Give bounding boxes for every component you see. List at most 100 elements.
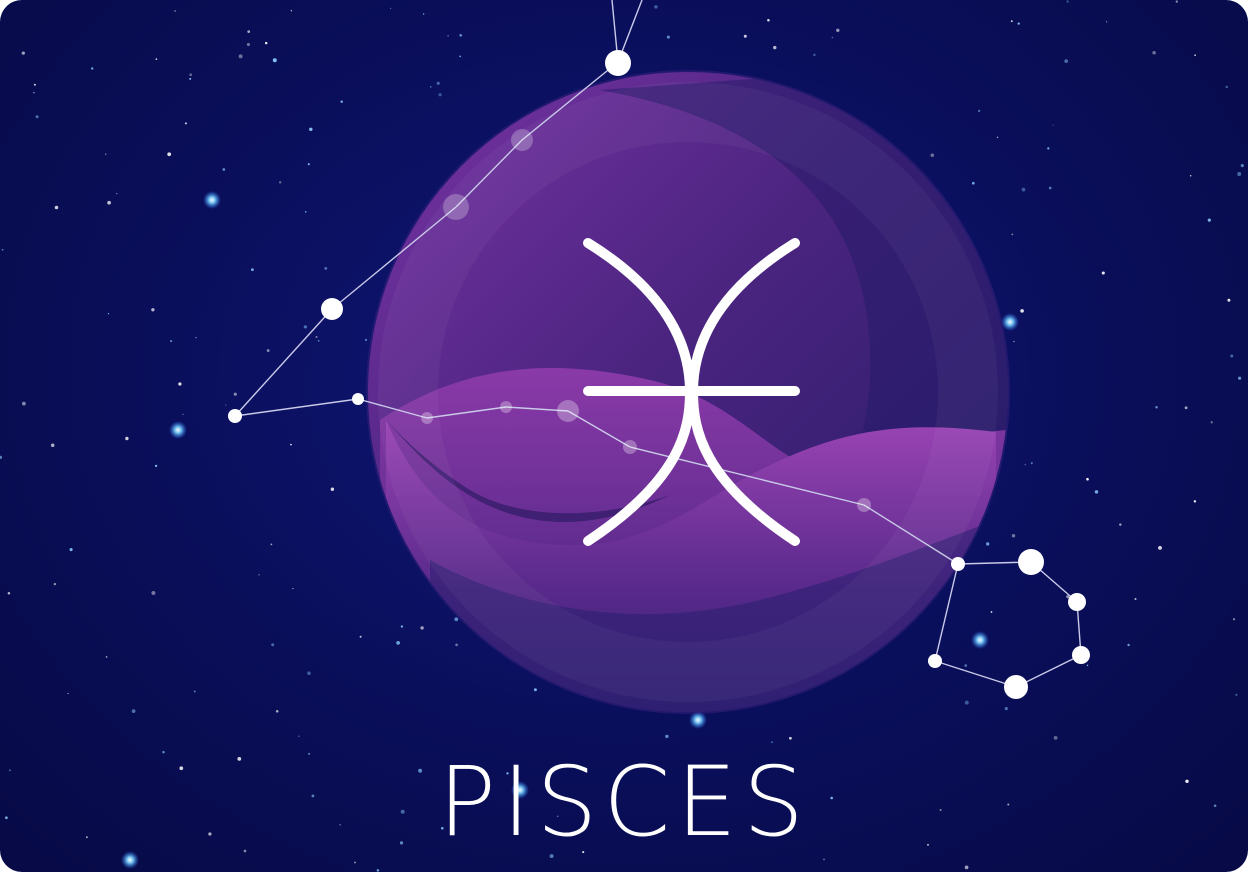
constellation-star [1072, 646, 1090, 664]
background-star [21, 51, 25, 55]
background-star [67, 692, 69, 695]
background-star [303, 325, 308, 329]
background-star [184, 122, 187, 125]
glowing-star [169, 421, 187, 439]
background-star [927, 843, 929, 846]
background-star [1101, 271, 1105, 275]
background-star [1, 248, 4, 251]
background-star [400, 625, 404, 628]
background-star [767, 18, 770, 22]
background-star [275, 710, 279, 713]
background-star [340, 100, 343, 103]
background-star [9, 769, 11, 772]
background-star [247, 30, 251, 33]
background-star [364, 338, 368, 342]
background-star [1240, 164, 1244, 168]
background-star [290, 443, 292, 446]
background-star [1210, 421, 1213, 424]
background-star [104, 153, 107, 155]
background-star [179, 766, 184, 771]
background-star [125, 436, 129, 441]
background-star [189, 73, 193, 77]
glowing-star [121, 851, 139, 869]
background-star [422, 13, 425, 15]
background-star [990, 611, 993, 613]
background-star [272, 58, 277, 63]
background-star [167, 152, 172, 157]
constellation-star [1004, 675, 1028, 699]
background-star [930, 153, 935, 158]
background-star [0, 455, 3, 460]
background-star [309, 127, 313, 132]
background-star [151, 591, 156, 595]
background-star [376, 869, 380, 872]
background-star [278, 181, 282, 184]
background-star [170, 340, 173, 343]
constellation [234, 0, 1082, 688]
background-star [582, 851, 585, 854]
constellation-star [1068, 593, 1086, 611]
background-star [69, 548, 73, 552]
background-star [208, 832, 212, 836]
background-star [1207, 218, 1211, 222]
background-star [1127, 643, 1130, 647]
background-star [1185, 779, 1189, 784]
background-star [1030, 462, 1033, 465]
background-star [189, 77, 192, 80]
background-star [440, 826, 444, 830]
background-star [298, 735, 300, 737]
background-star [307, 163, 310, 166]
background-star [400, 809, 405, 814]
background-star [308, 752, 311, 755]
glowing-star [689, 711, 707, 729]
background-star [1119, 523, 1122, 526]
background-star [266, 349, 270, 352]
background-star [53, 582, 57, 586]
background-star [105, 656, 108, 658]
background-star [1021, 187, 1026, 192]
background-star [116, 192, 118, 195]
background-star [33, 92, 35, 94]
background-star [317, 340, 320, 342]
background-star [237, 757, 242, 761]
constellation-star [228, 409, 242, 423]
background-star [33, 83, 36, 86]
background-star [1066, 595, 1070, 599]
pisces-glyph-icon [583, 238, 800, 546]
background-star [182, 413, 184, 416]
background-star [195, 336, 197, 339]
background-star [556, 815, 559, 818]
background-star [666, 35, 670, 39]
background-star [131, 709, 136, 713]
background-star [1011, 233, 1014, 236]
constellation-star [511, 129, 533, 151]
background-star [1189, 175, 1192, 177]
background-star [264, 41, 268, 45]
background-star [436, 81, 440, 85]
background-star [107, 200, 111, 205]
background-star [964, 664, 968, 667]
background-star [996, 136, 999, 138]
background-star [438, 93, 442, 97]
background-star [91, 67, 94, 70]
background-star [654, 5, 658, 9]
constellation-star [605, 50, 631, 76]
background-star [1227, 298, 1231, 302]
background-star [971, 181, 975, 185]
background-star [271, 643, 275, 647]
background-star [1007, 803, 1010, 806]
background-star [1013, 340, 1015, 343]
background-star [1230, 354, 1234, 358]
background-star [964, 865, 969, 870]
background-star [311, 794, 315, 798]
background-star [1066, 0, 1069, 3]
background-star [773, 45, 777, 50]
background-star [964, 700, 969, 705]
background-star [1047, 147, 1050, 150]
background-star [459, 33, 463, 37]
constellation-star [557, 400, 579, 422]
background-star [233, 392, 237, 396]
background-star [1010, 20, 1013, 23]
